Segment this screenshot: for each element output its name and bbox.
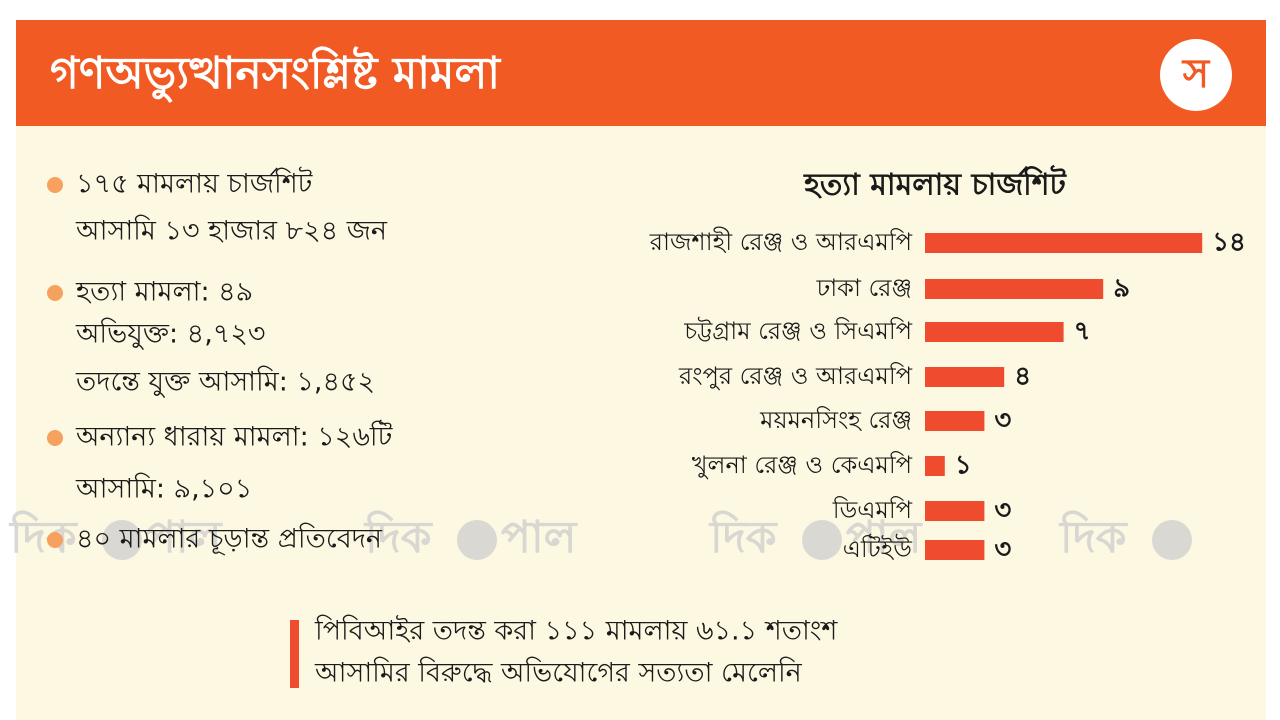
watermark-globe [1152, 520, 1192, 560]
watermark-globe [102, 520, 142, 560]
bar [925, 279, 1104, 299]
bullet-text: আসামি: ৯,১০১ [75, 473, 252, 505]
watermark-globe [802, 520, 842, 560]
bullet-dot [47, 430, 63, 446]
bullet-text: ১৭৫ মামলায় চার্জশিট [76, 167, 314, 200]
category-label: রংপুর রেঞ্জ ও আরএমপি [678, 362, 913, 390]
watermark-text: দিক [1058, 510, 1129, 563]
watermark-text: দিক [8, 510, 79, 563]
value-label: ৩ [994, 406, 1011, 436]
logo-circle [1160, 39, 1232, 111]
watermark-globe [457, 520, 497, 560]
bullet-text: ৪০ মামলার চূড়ান্ত প্রতিবেদন [76, 523, 383, 555]
category-label: ডিএমপি [832, 496, 913, 524]
header-title: গণঅভ্যুত্থানসংশ্লিষ্ট মামলা [50, 46, 502, 103]
footnote-bar [290, 620, 299, 688]
chart-title: হত্যা মামলায় চার্জশিট [803, 165, 1067, 203]
value-label: ৩ [994, 496, 1011, 526]
value-label: ৯ [1113, 274, 1130, 304]
watermark-text: দিক [363, 510, 434, 563]
bullet-text: অন্যান্য ধারায় মামলা: ১২৬টি [75, 420, 394, 453]
background [16, 20, 1266, 720]
header-band [16, 20, 1266, 126]
category-label: ঢাকা রেঞ্জ [816, 274, 912, 302]
watermark-text: পাল [146, 512, 224, 563]
watermark-text: দিক [708, 510, 779, 563]
bullet-dot [47, 532, 63, 548]
category-label: ময়মনসিংহ রেঞ্জ [759, 406, 912, 434]
bar [925, 233, 1203, 253]
value-label: ১৪ [1212, 228, 1246, 258]
bullet-text: হত্যা মামলা: ৪৯ [75, 277, 253, 308]
bar [925, 456, 945, 476]
bullet-dot [47, 177, 63, 193]
value-label: ৩ [994, 535, 1011, 565]
bullet-dot [47, 285, 63, 301]
bar [925, 322, 1064, 342]
bar [925, 540, 985, 560]
value-label: ৭ [1074, 317, 1091, 347]
bar [925, 367, 1005, 387]
footnote-text: পিবিআইর তদন্ত করা ১১১ মামলায় ৬১.১ শতাংশ [314, 615, 838, 647]
category-label: এটিইউ [843, 534, 913, 563]
category-label: রাজশাহী রেঞ্জ ও আরএমপি [649, 227, 913, 256]
bullet-text: তদন্তে যুক্ত আসামি: ১,৪৫২ [75, 366, 375, 398]
footnote-text: আসামির বিরুদ্ধে অভিযোগের সত্যতা মেলেনি [314, 657, 803, 689]
bar [925, 501, 985, 521]
bullet-text: অভিযুক্ত: ৪,৭২৩ [75, 318, 265, 350]
value-label: ১ [955, 451, 972, 481]
watermark-text: পাল [501, 512, 579, 563]
bar [925, 411, 985, 431]
watermark-text: পাল [846, 512, 924, 563]
category-label: চট্টগ্রাম রেঞ্জ ও সিএমপি [683, 316, 913, 345]
bullet-text: আসামি ১৩ হাজার ৮২৪ জন [75, 215, 388, 247]
category-label: খুলনা রেঞ্জ ও কেএমপি [692, 451, 913, 479]
value-label: ৪ [1014, 362, 1031, 392]
logo: স [1181, 51, 1211, 97]
